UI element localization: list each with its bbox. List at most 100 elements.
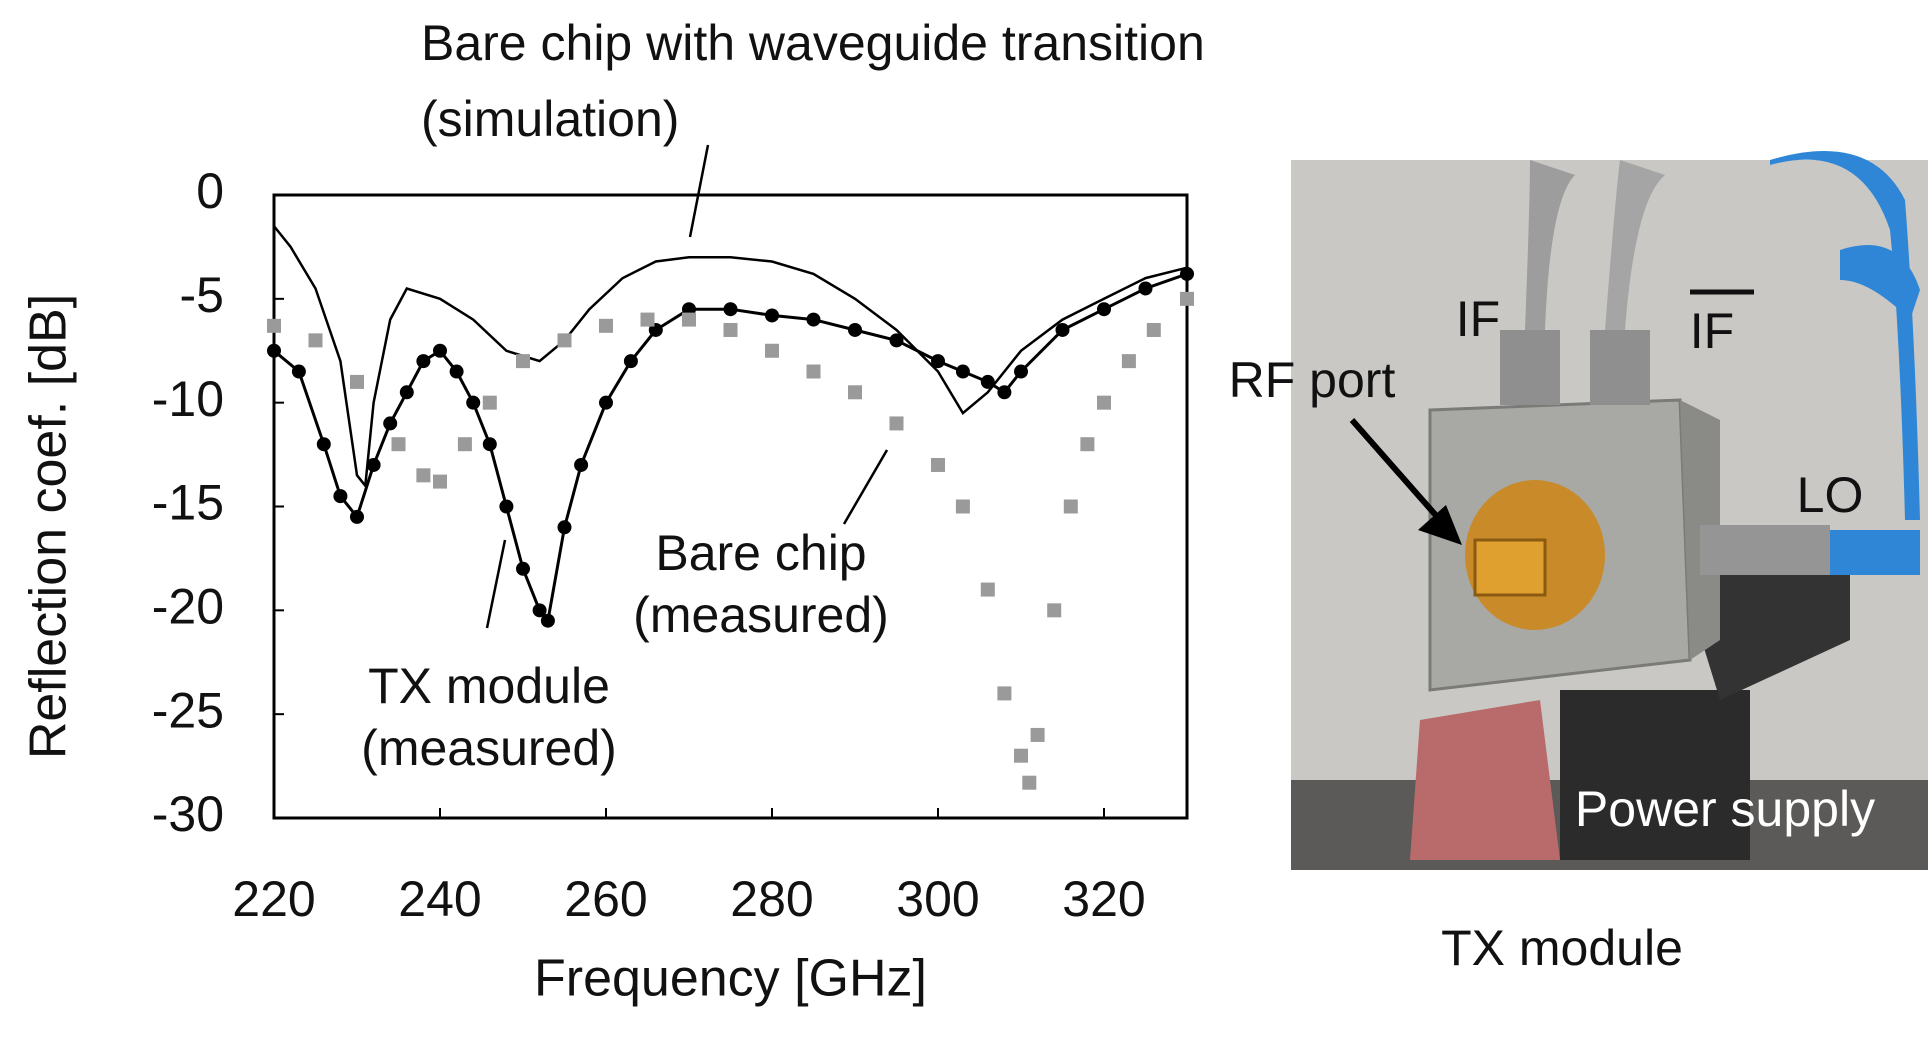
- data-point: [848, 322, 862, 337]
- data-point: [291, 364, 306, 379]
- data-point: [682, 312, 696, 327]
- data-point: [482, 395, 497, 410]
- data-point: [482, 437, 497, 452]
- photo-label: IF: [1690, 303, 1734, 359]
- data-point: [1097, 395, 1111, 410]
- data-point: [1121, 354, 1136, 369]
- data-point: [532, 603, 547, 618]
- data-point: [516, 561, 530, 576]
- rf-arrow: [1349, 418, 1443, 522]
- annotation: TX module: [368, 658, 610, 714]
- x-tick-label: 280: [730, 871, 813, 927]
- data-point: [599, 318, 613, 333]
- data-point: [1180, 291, 1194, 306]
- data-point: [457, 437, 472, 452]
- data-point: [516, 354, 530, 369]
- annotation: (simulation): [421, 91, 679, 147]
- y-tick-label: -15: [152, 475, 224, 531]
- data-point: [366, 457, 381, 472]
- data-point: [980, 582, 995, 597]
- x-tick-label: 240: [398, 871, 481, 927]
- stage: [1560, 690, 1750, 860]
- if-cable: [1605, 160, 1665, 330]
- x-axis-label: Frequency [GHz]: [534, 950, 927, 1008]
- data-point: [723, 322, 738, 337]
- data-point: [1055, 322, 1070, 337]
- lo-cable: [1830, 530, 1920, 575]
- if-connector: [1590, 330, 1650, 405]
- data-point: [433, 474, 447, 489]
- y-tick-label: 0: [196, 163, 224, 219]
- annotation: Bare chip: [655, 525, 866, 581]
- data-point: [806, 364, 821, 379]
- annotation-pointer: [842, 449, 889, 525]
- data-point: [540, 613, 555, 628]
- annotation: (measured): [361, 720, 617, 776]
- data-point: [980, 374, 995, 389]
- lo-cable: [1770, 151, 1920, 520]
- data-point: [955, 499, 970, 514]
- data-point: [889, 416, 904, 431]
- data-point: [1063, 499, 1078, 514]
- data-point: [399, 385, 414, 400]
- data-point: [931, 457, 945, 472]
- data-point: [1014, 364, 1028, 379]
- data-point: [640, 312, 655, 327]
- photo-caption: TX module: [1441, 920, 1683, 976]
- series: [267, 291, 1194, 790]
- data-point: [889, 333, 904, 348]
- data-point: [997, 686, 1012, 701]
- data-point: [391, 437, 406, 452]
- data-point: [433, 343, 447, 358]
- data-point: [308, 333, 323, 348]
- data-point: [723, 302, 738, 317]
- data-point: [1047, 603, 1062, 618]
- data-point: [350, 509, 364, 524]
- if-cable: [1525, 160, 1575, 330]
- y-axis-label: Reflection coef. [dB]: [20, 294, 78, 759]
- rf-arrowhead: [1418, 505, 1462, 545]
- x-tick-label: 260: [564, 871, 647, 927]
- data-point: [449, 364, 464, 379]
- data-point: [848, 385, 862, 400]
- data-point: [1014, 748, 1028, 763]
- series-line: [273, 225, 1188, 489]
- photo-label: Power supply: [1575, 781, 1875, 837]
- y-tick-label: -10: [152, 371, 224, 427]
- data-point: [1097, 302, 1111, 317]
- data-point: [1080, 437, 1095, 452]
- photo: [1291, 151, 1928, 870]
- stage-plate: [1680, 560, 1850, 700]
- data-point: [557, 520, 572, 535]
- data-point: [765, 343, 779, 358]
- data-point: [997, 385, 1012, 400]
- photo-label: IF: [1456, 291, 1500, 347]
- annotation: Bare chip with waveguide transition: [421, 15, 1205, 71]
- data-point: [499, 499, 514, 514]
- data-point: [623, 354, 638, 369]
- data-point: [416, 468, 431, 483]
- y-tick-label: -20: [152, 579, 224, 635]
- data-point: [931, 354, 945, 369]
- data-point: [267, 318, 281, 333]
- x-tick-label: 320: [1062, 871, 1145, 927]
- data-point: [765, 308, 779, 323]
- lo-cable: [1840, 245, 1920, 320]
- data-point: [316, 437, 331, 452]
- data-point: [557, 333, 572, 348]
- y-tick-label: -25: [152, 682, 224, 738]
- photo-label: LO: [1797, 467, 1864, 523]
- annotation-pointer: [688, 144, 710, 238]
- data-point: [599, 395, 613, 410]
- y-tick-label: -5: [180, 267, 224, 323]
- series: [267, 266, 1194, 628]
- photo-label: RF port: [1229, 352, 1396, 408]
- x-tick-label: 300: [896, 871, 979, 927]
- data-point: [1138, 281, 1153, 296]
- data-point: [955, 364, 970, 379]
- data-point: [267, 343, 281, 358]
- data-point: [1030, 727, 1045, 742]
- data-point: [333, 489, 348, 504]
